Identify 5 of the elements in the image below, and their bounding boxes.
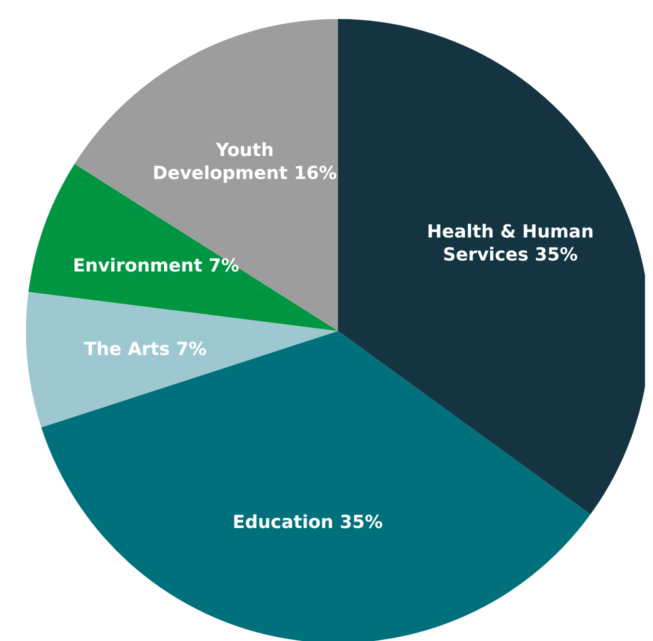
slice-label: Youth Development 16% — [152, 139, 337, 184]
slice-label: Health & Human Services 35% — [426, 221, 594, 266]
slice-label: Education 35% — [232, 512, 383, 533]
slice-label: The Arts 7% — [84, 338, 207, 360]
slice-label: Environment 7% — [72, 254, 240, 276]
